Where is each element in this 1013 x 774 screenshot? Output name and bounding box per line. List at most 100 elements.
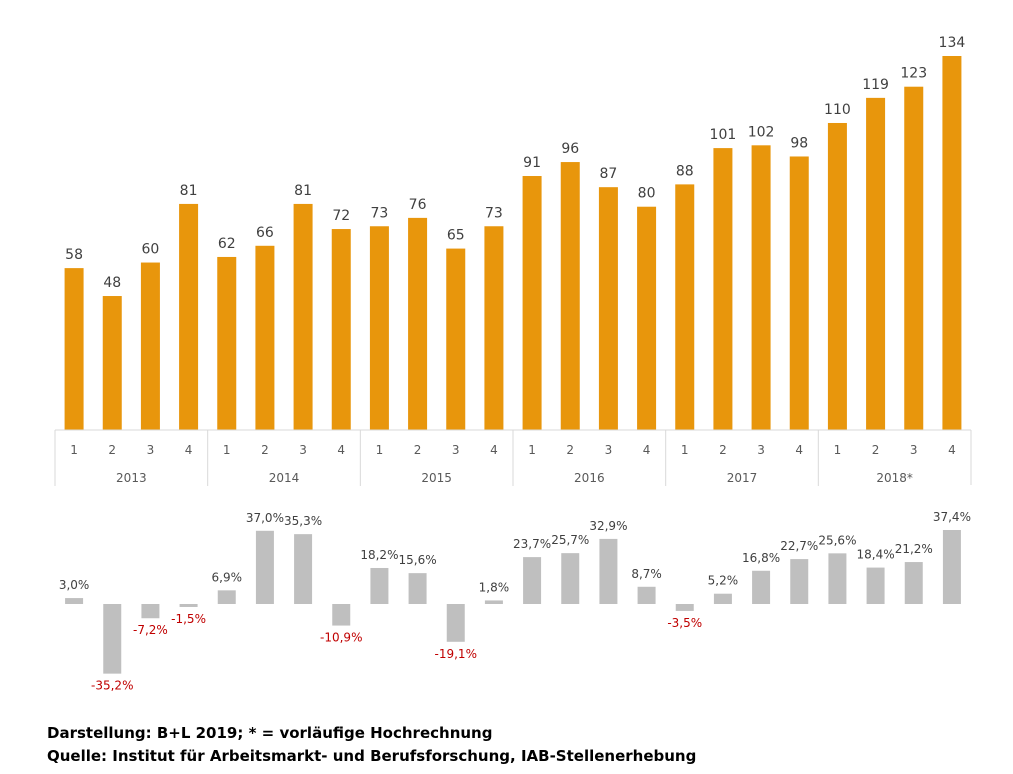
- quarter-tick: 2: [108, 443, 116, 457]
- quarter-tick: 3: [452, 443, 460, 457]
- value-bar: [675, 184, 695, 430]
- value-label: 58: [65, 247, 83, 263]
- growth-label: 25,6%: [818, 533, 856, 547]
- growth-label: -35,2%: [91, 679, 133, 693]
- growth-bar: [255, 530, 274, 604]
- value-bar: [751, 145, 771, 431]
- value-label: 98: [790, 135, 808, 151]
- growth-bar: [561, 553, 580, 604]
- quarter-tick: 2: [261, 443, 269, 457]
- growth-label: -19,1%: [435, 647, 477, 661]
- year-tick: 2013: [116, 471, 147, 485]
- value-label: 87: [600, 166, 618, 182]
- value-bar: [942, 56, 962, 430]
- value-label: 65: [447, 228, 465, 244]
- growth-label: 6,9%: [212, 570, 243, 584]
- quarter-tick: 2: [719, 443, 727, 457]
- growth-bar: [637, 586, 656, 604]
- footer-credit: Darstellung: B+L 2019; * = vorläufige Ho…: [47, 724, 493, 742]
- quarter-tick: 2: [566, 443, 574, 457]
- growth-bar: [866, 567, 885, 604]
- year-tick: 2016: [574, 471, 605, 485]
- growth-bar: [713, 593, 732, 604]
- growth-bar: [599, 538, 618, 604]
- quarter-tick: 4: [185, 443, 193, 457]
- quarter-tick: 4: [948, 443, 956, 457]
- growth-label: 25,7%: [551, 533, 589, 547]
- growth-bar: [179, 604, 198, 607]
- value-label: 91: [523, 155, 541, 171]
- growth-label: -7,2%: [133, 623, 168, 637]
- quarter-tick: 1: [681, 443, 689, 457]
- value-label: 101: [710, 127, 737, 143]
- value-label: 72: [332, 208, 350, 224]
- value-bar: [331, 229, 351, 430]
- value-bar: [789, 156, 809, 431]
- value-bar: [866, 97, 886, 431]
- quarter-tick: 1: [376, 443, 384, 457]
- growth-bar: [523, 557, 542, 604]
- growth-label: 32,9%: [589, 519, 627, 533]
- value-bar: [446, 248, 466, 430]
- value-label: 110: [824, 102, 851, 118]
- growth-label: -1,5%: [171, 612, 206, 626]
- quarter-tick: 1: [528, 443, 536, 457]
- growth-bar: [675, 604, 694, 611]
- value-label: 62: [218, 236, 236, 252]
- value-label: 73: [485, 205, 503, 221]
- growth-bar: [294, 534, 313, 604]
- value-label: 123: [900, 66, 927, 82]
- value-bar: [713, 148, 733, 430]
- value-label: 102: [748, 124, 775, 140]
- growth-bar: [65, 598, 84, 604]
- quarter-tick: 3: [605, 443, 613, 457]
- value-bar: [140, 262, 160, 430]
- growth-label: 22,7%: [780, 539, 818, 553]
- growth-label: 1,8%: [479, 580, 510, 594]
- value-label: 66: [256, 225, 274, 241]
- growth-bar: [103, 604, 122, 674]
- quarter-tick: 4: [337, 443, 345, 457]
- year-tick: 2015: [421, 471, 452, 485]
- growth-label: -10,9%: [320, 631, 362, 645]
- quarter-tick: 3: [147, 443, 155, 457]
- growth-bar: [370, 567, 389, 604]
- growth-label: 18,4%: [857, 548, 895, 562]
- value-label: 76: [409, 197, 427, 213]
- growth-bar: [752, 570, 771, 604]
- growth-bar: [217, 590, 236, 604]
- growth-label: 5,2%: [708, 574, 739, 588]
- quarter-tick: 3: [910, 443, 918, 457]
- value-bar: [293, 203, 313, 430]
- growth-label: 15,6%: [399, 553, 437, 567]
- growth-label: 37,4%: [933, 510, 971, 524]
- value-bar: [484, 226, 504, 430]
- quarter-tick: 4: [795, 443, 803, 457]
- chart: 58 48 60 81 62 66 81 72 73 76 65 73 91 96 87 80 88 101 102…: [54, 35, 972, 693]
- growth-label: 16,8%: [742, 551, 780, 565]
- year-tick: 2018*: [876, 471, 913, 485]
- growth-bar: [942, 530, 961, 604]
- value-label: 88: [676, 163, 694, 179]
- value-label: 81: [294, 183, 312, 199]
- growth-bar: [904, 562, 923, 604]
- value-label: 96: [561, 141, 579, 157]
- growth-label: 21,2%: [895, 542, 933, 556]
- quarter-tick: 4: [490, 443, 498, 457]
- value-label: 73: [371, 205, 389, 221]
- quarter-tick: 2: [414, 443, 422, 457]
- value-bar: [179, 203, 199, 430]
- value-label: 134: [939, 35, 966, 51]
- quarter-tick: 1: [70, 443, 78, 457]
- growth-label: 23,7%: [513, 537, 551, 551]
- growth-bar: [408, 573, 427, 604]
- value-bar: [102, 296, 122, 430]
- quarter-tick: 3: [757, 443, 765, 457]
- growth-label: 3,0%: [59, 578, 90, 592]
- quarter-tick: 4: [643, 443, 651, 457]
- value-bar: [408, 217, 428, 430]
- growth-label: 8,7%: [631, 567, 662, 581]
- value-bar: [217, 256, 237, 430]
- value-label: 81: [180, 183, 198, 199]
- footer-source: Quelle: Institut für Arbeitsmarkt- und B…: [47, 747, 697, 765]
